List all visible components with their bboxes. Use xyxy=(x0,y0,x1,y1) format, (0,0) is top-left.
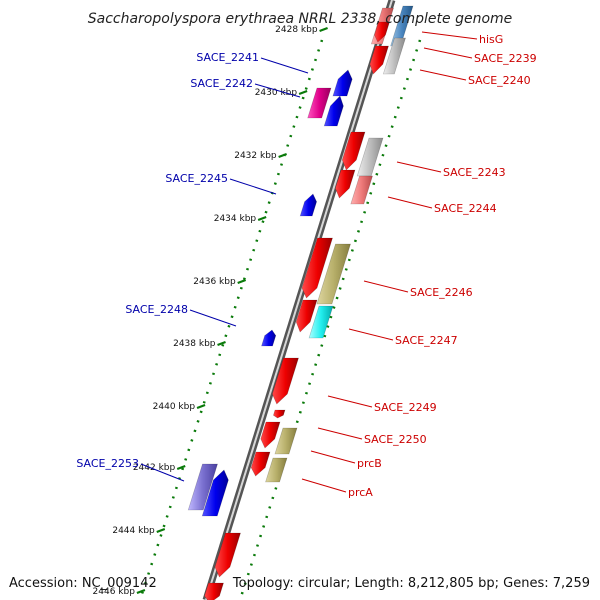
tick-mark xyxy=(156,527,166,534)
tick-mark xyxy=(257,215,267,222)
gene-label-right[interactable]: SACE_2239 xyxy=(474,52,537,65)
tick-mark xyxy=(319,26,328,33)
gene-label-right[interactable]: SACE_2240 xyxy=(468,74,531,87)
gene-label-right[interactable]: prcA xyxy=(348,486,373,499)
tick-mark xyxy=(278,152,288,159)
page-title: Saccharopolyspora erythraea NRRL 2338, c… xyxy=(88,11,513,27)
tick-mark xyxy=(136,588,146,595)
gene-label-right[interactable]: SACE_2244 xyxy=(434,202,497,215)
gene-label-right[interactable]: SACE_2246 xyxy=(410,286,473,299)
leader-line xyxy=(229,178,277,195)
tick-label: 2442 kbp xyxy=(133,463,176,473)
tick-label: 2434 kbp xyxy=(214,214,257,224)
gene-arrow[interactable] xyxy=(342,131,366,171)
gene-label-left[interactable]: SACE_2241 xyxy=(196,51,259,64)
tick-label: 2440 kbp xyxy=(153,402,196,412)
gene-arrow[interactable] xyxy=(316,243,351,305)
leader-line xyxy=(327,395,373,408)
gene-arrow[interactable] xyxy=(295,299,318,333)
leader-line xyxy=(310,450,356,464)
tick-label: 2446 kbp xyxy=(93,587,136,597)
gene-arrow[interactable] xyxy=(308,305,334,339)
tick-label: 2428 kbp xyxy=(275,25,318,35)
gene-label-left[interactable]: SACE_2245 xyxy=(165,172,228,185)
tick-marks: 2428 kbp 2430 kbp 2432 kbp 2434 kbp 2436 kbp… xyxy=(93,25,328,597)
tick-mark xyxy=(217,340,226,347)
gene-label-right[interactable]: hisG xyxy=(479,33,503,46)
gene-label-right[interactable]: SACE_2247 xyxy=(395,334,458,347)
gene-arrow[interactable] xyxy=(332,69,353,97)
gene-label-right[interactable]: SACE_2243 xyxy=(443,166,506,179)
leader-line xyxy=(260,57,309,74)
accession-text: Accession: NC_009142 xyxy=(9,576,157,591)
tick-label: 2432 kbp xyxy=(234,151,277,161)
gene-arrow[interactable] xyxy=(335,169,356,199)
gene-label-right[interactable]: SACE_2250 xyxy=(364,433,427,446)
right-track-dotted-line xyxy=(238,39,422,600)
gene-arrow[interactable] xyxy=(187,463,218,511)
gene-arrow[interactable] xyxy=(374,21,390,43)
leader-line xyxy=(317,427,363,440)
gene-label-left[interactable]: SACE_2248 xyxy=(125,303,188,316)
gene-arrow[interactable] xyxy=(369,45,389,75)
leader-line xyxy=(140,463,185,482)
label-leader-lines xyxy=(140,31,478,493)
gene-arrow[interactable] xyxy=(301,237,333,299)
left-track-dotted-line xyxy=(138,39,324,600)
tick-label: 2436 kbp xyxy=(193,277,236,287)
leader-line xyxy=(254,83,301,98)
gene-label-right[interactable]: prcB xyxy=(357,457,382,470)
gene-arrow[interactable] xyxy=(272,357,299,405)
leader-line xyxy=(363,280,409,293)
gene-features xyxy=(187,5,414,600)
leader-line xyxy=(423,47,473,59)
leader-line xyxy=(348,328,394,341)
tick-label: 2430 kbp xyxy=(255,88,298,98)
gene-arrow[interactable] xyxy=(201,469,229,517)
gene-arrow[interactable] xyxy=(323,95,344,127)
leader-line xyxy=(387,196,433,209)
tick-mark xyxy=(176,464,186,471)
gene-arrow[interactable] xyxy=(260,421,281,449)
gene-arrow[interactable] xyxy=(382,37,406,75)
leader-line xyxy=(396,161,442,173)
gene-arrow[interactable] xyxy=(214,532,241,578)
genome-backbone-highlight xyxy=(205,0,393,600)
gene-arrow[interactable] xyxy=(299,193,317,217)
gene-arrow[interactable] xyxy=(307,87,332,119)
gene-labels: SACE_2241 SACE_2242 SACE_2245 SACE_2248 SACE… xyxy=(76,33,536,499)
tick-label: 2444 kbp xyxy=(112,526,155,536)
topology-text: Topology: circular; Length: 8,212,805 bp… xyxy=(232,576,590,591)
gene-arrow[interactable] xyxy=(261,329,277,347)
leader-line xyxy=(421,31,478,40)
leader-line xyxy=(301,478,347,493)
gene-label-left[interactable]: SACE_2253 xyxy=(76,457,139,470)
gene-arrow[interactable] xyxy=(265,457,288,483)
gene-arrow[interactable] xyxy=(350,175,373,205)
leader-line xyxy=(419,69,467,81)
tick-mark xyxy=(196,403,206,410)
tick-mark xyxy=(298,89,308,96)
gene-label-left[interactable]: SACE_2242 xyxy=(190,77,253,90)
tick-label: 2438 kbp xyxy=(173,339,216,349)
gene-label-right[interactable]: SACE_2249 xyxy=(374,401,437,414)
tick-mark xyxy=(237,278,247,285)
gene-arrow[interactable] xyxy=(273,409,286,419)
leader-line xyxy=(189,309,237,327)
gene-arrow[interactable] xyxy=(250,451,271,477)
gene-arrow[interactable] xyxy=(274,427,298,455)
